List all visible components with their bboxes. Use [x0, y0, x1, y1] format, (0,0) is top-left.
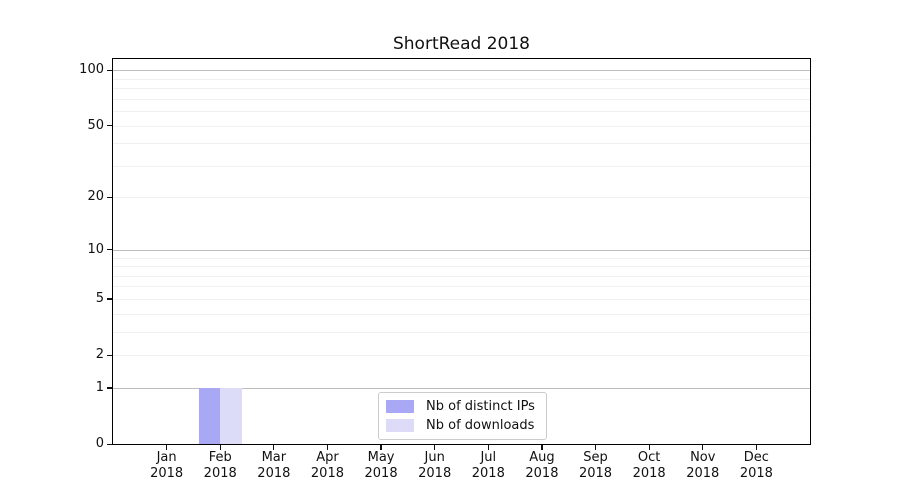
y-tick-label: 50	[87, 117, 104, 133]
x-tick-label: Nov 2018	[667, 450, 739, 482]
x-tick-year: 2018	[686, 466, 720, 481]
y-tick-mark	[107, 69, 112, 71]
minor-gridline	[113, 88, 810, 90]
x-tick-mark	[166, 445, 168, 450]
x-tick-label: May 2018	[345, 450, 417, 482]
minor-gridline	[113, 143, 810, 145]
y-tick-mark	[107, 354, 112, 356]
minor-gridline	[113, 331, 810, 333]
x-tick-year: 2018	[739, 466, 773, 481]
y-tick-label: 5	[95, 290, 104, 306]
x-tick-label: Mar 2018	[238, 450, 310, 482]
y-tick-mark	[107, 125, 112, 127]
legend-label: Nb of downloads	[426, 418, 535, 433]
x-tick-mark	[219, 445, 221, 450]
minor-gridline	[113, 257, 810, 259]
x-tick-month: Nov	[690, 450, 716, 465]
x-tick-mark	[541, 445, 543, 450]
minor-gridline	[113, 98, 810, 100]
major-gridline	[113, 70, 810, 72]
legend-label: Nb of distinct IPs	[426, 399, 535, 414]
y-tick-label: 0	[95, 436, 104, 451]
x-tick-year: 2018	[525, 466, 559, 481]
y-tick-label: 10	[87, 241, 104, 257]
y-tick-mark	[107, 387, 112, 389]
x-tick-year: 2018	[150, 466, 184, 481]
y-tick-label: 20	[87, 189, 104, 205]
legend-row: Nb of distinct IPs	[379, 397, 546, 416]
chart-title: ShortRead 2018	[392, 34, 530, 54]
legend-row: Nb of downloads	[379, 416, 546, 435]
y-tick-mark	[107, 443, 112, 445]
y-tick-label: 1	[95, 379, 104, 395]
x-tick-year: 2018	[471, 466, 505, 481]
x-tick-month: Oct	[637, 450, 661, 465]
x-tick-label: Jan 2018	[131, 450, 203, 482]
minor-gridline	[113, 111, 810, 113]
x-tick-label: Aug 2018	[506, 450, 578, 482]
x-tick-month: Mar	[261, 450, 287, 465]
legend-swatch	[386, 419, 414, 432]
x-tick-year: 2018	[364, 466, 398, 481]
minor-gridline	[113, 125, 810, 127]
x-tick-label: Jul 2018	[452, 450, 524, 482]
x-tick-label: Apr 2018	[291, 450, 363, 482]
x-tick-month: Aug	[529, 450, 555, 465]
minor-gridline	[113, 286, 810, 288]
legend-swatch	[386, 400, 414, 413]
x-tick-label: Feb 2018	[184, 450, 256, 482]
x-tick-mark	[755, 445, 757, 450]
minor-gridline	[113, 355, 810, 357]
y-tick-label: 2	[95, 347, 104, 363]
minor-gridline	[113, 298, 810, 300]
x-tick-month: Jun	[424, 450, 445, 465]
x-tick-label: Sep 2018	[560, 450, 632, 482]
x-tick-month: May	[367, 450, 395, 465]
x-tick-label: Oct 2018	[613, 450, 685, 482]
x-tick-mark	[380, 445, 382, 450]
x-tick-year: 2018	[203, 466, 237, 481]
x-tick-mark	[326, 445, 329, 450]
minor-gridline	[113, 78, 810, 80]
x-tick-month: Feb	[208, 450, 232, 465]
minor-gridline	[113, 165, 810, 167]
x-tick-label: Jun 2018	[399, 450, 471, 482]
legend-items: Nb of distinct IPs Nb of downloads	[379, 397, 546, 435]
minor-gridline	[113, 266, 810, 268]
x-tick-mark	[702, 445, 704, 450]
x-tick-month: Dec	[743, 450, 769, 465]
minor-gridline	[113, 275, 810, 277]
y-tick-mark	[107, 298, 112, 300]
major-gridline	[113, 387, 810, 389]
x-tick-year: 2018	[418, 466, 452, 481]
x-tick-year: 2018	[257, 466, 291, 481]
minor-gridline	[113, 313, 810, 315]
x-tick-mark	[648, 445, 650, 450]
x-tick-year: 2018	[578, 466, 613, 481]
x-tick-month: Jul	[480, 450, 497, 465]
x-tick-year: 2018	[632, 466, 666, 481]
legend: Nb of distinct IPs Nb of downloads	[378, 392, 547, 440]
bar	[220, 387, 242, 444]
x-tick-month: Apr	[316, 450, 339, 465]
x-tick-mark	[487, 445, 489, 450]
x-tick-month: Sep	[583, 450, 608, 465]
major-gridline	[113, 249, 810, 251]
plot-area	[112, 58, 811, 445]
y-tick-label: 100	[79, 62, 104, 78]
y-tick-mark	[107, 249, 112, 251]
x-tick-month: Jan	[156, 450, 177, 465]
bar	[198, 387, 221, 444]
x-tick-mark	[594, 445, 597, 450]
x-tick-year: 2018	[310, 466, 344, 481]
x-tick-label: Dec 2018	[720, 450, 792, 482]
x-tick-mark	[434, 445, 436, 450]
minor-gridline	[113, 197, 810, 199]
x-tick-mark	[273, 445, 275, 450]
y-tick-mark	[107, 196, 112, 199]
